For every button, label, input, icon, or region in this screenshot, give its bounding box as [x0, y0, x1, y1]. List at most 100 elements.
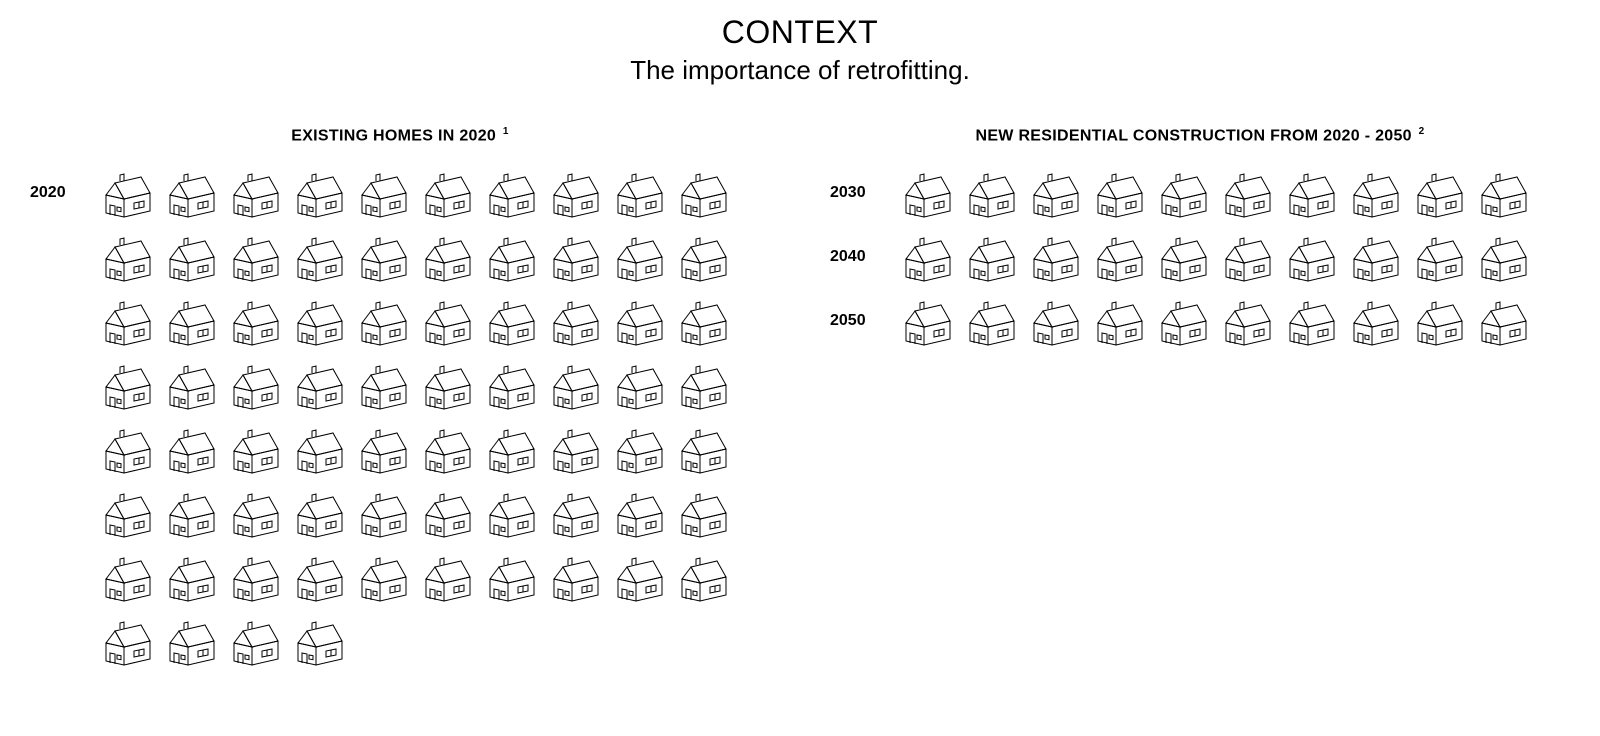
pictogram-row: 2030: [830, 167, 1570, 219]
house-icon: [356, 487, 412, 539]
house-icon: [356, 359, 412, 411]
house-icon: [100, 423, 156, 475]
house-icon: [356, 231, 412, 283]
house-icon: [900, 167, 956, 219]
house-icon: [164, 295, 220, 347]
house-icon: [100, 487, 156, 539]
house-icon: [1028, 231, 1084, 283]
house-icon: [356, 551, 412, 603]
row-icons: [100, 423, 732, 475]
house-icon: [612, 167, 668, 219]
house-icon: [612, 423, 668, 475]
house-icon: [1028, 295, 1084, 347]
page-subtitle: The importance of retrofitting.: [0, 55, 1600, 86]
house-icon: [612, 231, 668, 283]
row-icons: [100, 615, 348, 667]
house-icon: [548, 231, 604, 283]
house-icon: [164, 615, 220, 667]
left-footnote-marker: 1: [503, 126, 509, 137]
house-icon: [548, 423, 604, 475]
house-icon: [1412, 231, 1468, 283]
house-icon: [292, 423, 348, 475]
pictogram-row: [30, 359, 770, 411]
left-heading-text: EXISTING HOMES IN 2020: [291, 127, 496, 144]
page-title: CONTEXT: [0, 14, 1600, 51]
pictogram-row: 2050: [830, 295, 1570, 347]
house-icon: [164, 423, 220, 475]
house-icon: [1284, 167, 1340, 219]
house-icon: [420, 423, 476, 475]
house-icon: [228, 167, 284, 219]
house-icon: [1476, 231, 1532, 283]
row-year-label: 2050: [830, 312, 900, 330]
house-icon: [900, 295, 956, 347]
house-icon: [1028, 167, 1084, 219]
house-icon: [964, 231, 1020, 283]
house-icon: [964, 295, 1020, 347]
pictogram-row: [30, 615, 770, 667]
house-icon: [484, 231, 540, 283]
row-icons: [900, 231, 1532, 283]
house-icon: [292, 167, 348, 219]
right-column-heading: NEW RESIDENTIAL CONSTRUCTION FROM 2020 -…: [830, 126, 1570, 145]
left-column-heading: EXISTING HOMES IN 2020 1: [30, 126, 770, 145]
house-icon: [1220, 167, 1276, 219]
house-icon: [484, 295, 540, 347]
row-year-label: 2040: [830, 248, 900, 266]
house-icon: [900, 231, 956, 283]
row-icons: [100, 167, 732, 219]
row-icons: [900, 295, 1532, 347]
row-year-label: 2020: [30, 184, 100, 202]
house-icon: [228, 231, 284, 283]
house-icon: [612, 295, 668, 347]
house-icon: [420, 551, 476, 603]
left-pictogram-grid: 2020: [30, 167, 770, 667]
house-icon: [1476, 167, 1532, 219]
house-icon: [612, 359, 668, 411]
house-icon: [1220, 231, 1276, 283]
right-heading-text: NEW RESIDENTIAL CONSTRUCTION FROM 2020 -…: [975, 127, 1411, 144]
house-icon: [484, 167, 540, 219]
house-icon: [484, 423, 540, 475]
house-icon: [548, 359, 604, 411]
row-icons: [100, 359, 732, 411]
house-icon: [1156, 167, 1212, 219]
house-icon: [292, 487, 348, 539]
house-icon: [1284, 231, 1340, 283]
house-icon: [676, 423, 732, 475]
pictogram-row: [30, 423, 770, 475]
house-icon: [964, 167, 1020, 219]
house-icon: [228, 615, 284, 667]
house-icon: [548, 551, 604, 603]
house-icon: [676, 487, 732, 539]
house-icon: [676, 551, 732, 603]
house-icon: [420, 295, 476, 347]
house-icon: [292, 551, 348, 603]
house-icon: [1476, 295, 1532, 347]
house-icon: [292, 231, 348, 283]
left-column: EXISTING HOMES IN 2020 1 2020: [30, 126, 770, 679]
infographic-page: CONTEXT The importance of retrofitting. …: [0, 0, 1600, 736]
house-icon: [100, 615, 156, 667]
header: CONTEXT The importance of retrofitting.: [0, 14, 1600, 86]
house-icon: [420, 167, 476, 219]
house-icon: [292, 359, 348, 411]
house-icon: [1092, 231, 1148, 283]
house-icon: [228, 295, 284, 347]
house-icon: [612, 487, 668, 539]
house-icon: [484, 487, 540, 539]
house-icon: [484, 551, 540, 603]
house-icon: [228, 423, 284, 475]
house-icon: [420, 359, 476, 411]
row-icons: [100, 551, 732, 603]
house-icon: [164, 231, 220, 283]
pictogram-row: 2040: [830, 231, 1570, 283]
pictogram-row: 2020: [30, 167, 770, 219]
house-icon: [1092, 167, 1148, 219]
house-icon: [356, 167, 412, 219]
house-icon: [1156, 231, 1212, 283]
house-icon: [1412, 167, 1468, 219]
house-icon: [612, 551, 668, 603]
house-icon: [1348, 295, 1404, 347]
house-icon: [228, 551, 284, 603]
